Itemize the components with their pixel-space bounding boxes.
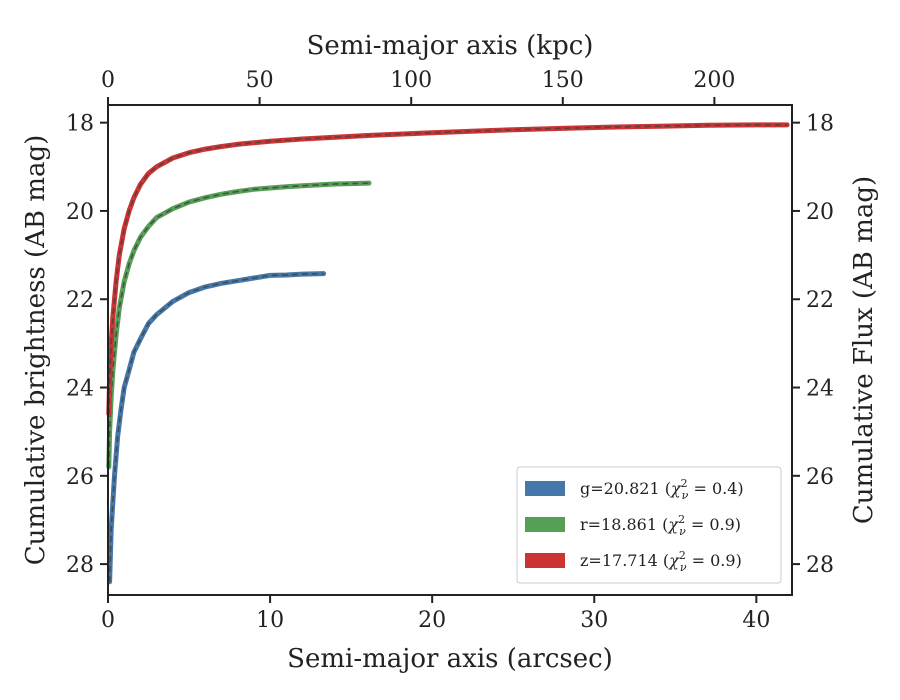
- legend-label-r: r=18.861 (χ2 ν = 0.9): [580, 513, 741, 538]
- model-line-z: [108, 124, 788, 415]
- model-line-g: [108, 272, 324, 582]
- right-y-axis-title: Cumulative Flux (AB mag): [849, 176, 879, 524]
- y-tick-label: 26: [66, 465, 94, 490]
- legend-entry-z: z=17.714 (χ2 ν = 0.9): [525, 549, 742, 574]
- ticks-layer: 0 10 20 30 40 0 50 100 150 200 18 18 20 20 22 22 24 24 26 2…: [66, 68, 834, 633]
- legend-swatch-g: [525, 481, 565, 496]
- y-tick-label: 18: [66, 112, 94, 137]
- model-line-r: [108, 182, 370, 468]
- right-y-tick-label: 26: [806, 465, 834, 490]
- x-axis-title: Semi-major axis (arcsec): [287, 644, 613, 674]
- x-tick-label: 20: [418, 608, 446, 633]
- x-tick-label: 10: [256, 608, 284, 633]
- x-tick-label: 30: [580, 608, 608, 633]
- top-x-tick-label: 0: [101, 68, 115, 93]
- right-y-tick-label: 20: [806, 200, 834, 225]
- plot-frame: [107, 104, 793, 596]
- y-tick-label: 20: [66, 200, 94, 225]
- series-line-g: [107, 271, 327, 585]
- legend-swatch-r: [525, 517, 565, 532]
- top-x-tick-label: 150: [542, 68, 584, 93]
- x-tick-label: 40: [742, 608, 770, 633]
- series-line-z: [106, 122, 790, 417]
- y-tick-label: 22: [66, 288, 94, 313]
- y-tick-label: 24: [66, 377, 94, 402]
- top-x-tick-label: 200: [693, 68, 735, 93]
- right-y-tick-label: 28: [806, 553, 834, 578]
- top-x-tick-label: 50: [246, 68, 274, 93]
- y-tick-label: 28: [66, 553, 94, 578]
- legend-swatch-z: [525, 553, 565, 568]
- legend: g=20.821 (χ2 ν = 0.4) r=18.861 (χ2 ν = 0.9…: [516, 466, 782, 584]
- legend-box: [516, 466, 782, 584]
- series-layer: [106, 122, 790, 585]
- legend-label-z: z=17.714 (χ2 ν = 0.9): [580, 549, 742, 574]
- axes-layer: [107, 104, 793, 596]
- x-tick-label: 0: [101, 608, 115, 633]
- y-axis-title: Cumulative brightness (AB mag): [21, 135, 51, 566]
- right-y-tick-label: 22: [806, 288, 834, 313]
- top-x-axis-title: Semi-major axis (kpc): [307, 31, 594, 61]
- legend-entry-g: g=20.821 (χ2 ν = 0.4): [525, 477, 744, 502]
- legend-entry-r: r=18.861 (χ2 ν = 0.9): [525, 513, 741, 538]
- top-x-tick-label: 100: [390, 68, 432, 93]
- right-y-tick-label: 24: [806, 377, 834, 402]
- legend-label-g: g=20.821 (χ2 ν = 0.4): [580, 477, 744, 502]
- right-y-tick-label: 18: [806, 112, 834, 137]
